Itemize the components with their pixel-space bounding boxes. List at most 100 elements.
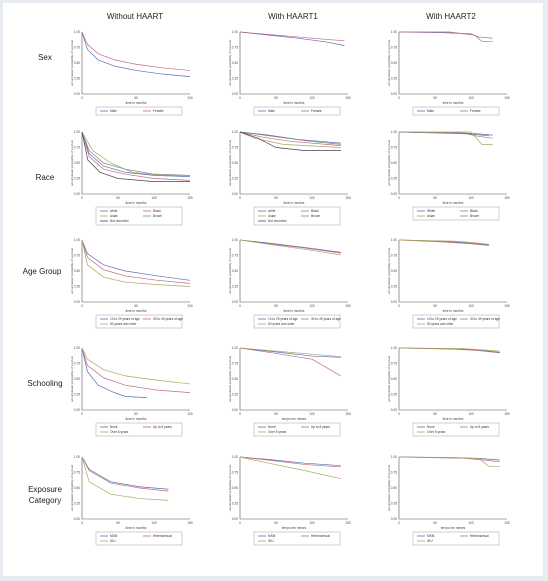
row-label-age-group: Age Group <box>22 267 62 276</box>
legend <box>412 531 500 546</box>
y-tick-label: 0.25 <box>391 77 397 81</box>
legend-entry: None <box>110 425 118 429</box>
survival-curve <box>239 131 341 151</box>
y-tick-label: 0.25 <box>391 393 397 397</box>
legend <box>412 206 500 221</box>
y-tick-label: 0.75 <box>391 362 397 366</box>
survival-curve <box>81 239 191 284</box>
x-tick-label: 0 <box>398 196 400 200</box>
y-tick-label: 0.50 <box>232 377 238 381</box>
y-tick-label: 1.00 <box>232 130 238 134</box>
axes <box>398 348 507 411</box>
legend <box>95 206 183 226</box>
x-tick-label: 100 <box>309 521 315 525</box>
survival-curve <box>398 347 500 352</box>
y-tick-label: 0.50 <box>232 161 238 165</box>
y-tick-label: 1.00 <box>74 238 80 242</box>
y-tick-label: 0.00 <box>391 517 397 521</box>
y-tick-label: 0.75 <box>232 46 238 50</box>
y-tick-label: 0.75 <box>74 471 80 475</box>
y-tick-label: 0.75 <box>391 146 397 150</box>
y-axis-label: accumulated probability of survival <box>228 140 232 186</box>
axes <box>398 32 507 95</box>
y-axis-label: accumulated probability of survival <box>70 465 74 511</box>
legend-entry: 50 years and older <box>268 322 295 326</box>
y-axis-label: accumulated probability of survival <box>70 356 74 402</box>
legend <box>95 106 183 116</box>
y-tick-label: 0.25 <box>74 177 80 181</box>
x-tick-label: 50 <box>116 521 120 525</box>
legend-entry: None <box>427 425 435 429</box>
legend-entry: Male <box>268 109 275 113</box>
y-tick-label: 0.25 <box>391 285 397 289</box>
x-axis-label: tempo em meses <box>282 526 307 530</box>
y-tick-label: 0.50 <box>391 61 397 65</box>
y-axis-label: accumulated probability of survival <box>387 465 391 511</box>
survival-curve <box>239 131 341 145</box>
x-tick-label: 0 <box>398 304 400 308</box>
x-tick-label: 100 <box>187 412 193 416</box>
y-tick-label: 0.00 <box>391 300 397 304</box>
y-tick-label: 0.50 <box>232 269 238 273</box>
legend-entry: Over 8 years <box>268 430 287 434</box>
y-tick-label: 0.00 <box>232 300 238 304</box>
row-label-race: Race <box>35 173 55 182</box>
y-tick-label: 0.25 <box>232 177 238 181</box>
survival-curve <box>81 456 169 490</box>
y-tick-label: 1.00 <box>391 346 397 350</box>
y-axis-label: accumulated probability of survival <box>228 248 232 294</box>
x-tick-label: 150 <box>187 521 193 525</box>
x-tick-label: 50 <box>433 96 437 100</box>
x-axis-label: tempo em meses <box>282 417 307 421</box>
x-tick-label: 150 <box>345 96 351 100</box>
x-axis-label: time in months <box>284 201 305 205</box>
legend-entry: MSM <box>427 534 435 538</box>
y-tick-label: 0.00 <box>391 408 397 412</box>
axes <box>239 240 348 303</box>
survival-curve <box>81 456 169 501</box>
y-tick-label: 0.00 <box>391 92 397 96</box>
x-axis-label: time in months <box>443 201 464 205</box>
y-tick-label: 0.25 <box>232 393 238 397</box>
row-label-exposure-category: Exposure Category <box>28 485 62 505</box>
y-tick-label: 0.75 <box>232 471 238 475</box>
x-tick-label: 0 <box>239 96 241 100</box>
axes <box>398 240 507 303</box>
survival-curve <box>81 131 190 176</box>
x-tick-label: 50 <box>433 521 437 525</box>
x-axis-label: time in months <box>126 101 147 105</box>
y-tick-label: 0.00 <box>74 192 80 196</box>
survival-curve <box>81 347 191 393</box>
x-tick-label: 50 <box>433 196 437 200</box>
axes <box>81 457 190 520</box>
x-axis-label: time in months <box>126 201 147 205</box>
axes <box>239 132 348 195</box>
y-tick-label: 0.00 <box>232 517 238 521</box>
y-tick-label: 0.50 <box>74 377 80 381</box>
survival-curve <box>81 31 191 77</box>
survival-curve <box>81 131 191 176</box>
y-tick-label: 0.75 <box>74 362 80 366</box>
legend-entry: Male <box>110 109 117 113</box>
km-plot-r4-c2: 0.00 0.25 0.50 0.75 1.00 accumulated probabil… <box>387 455 510 546</box>
y-tick-label: 0.00 <box>232 408 238 412</box>
axes <box>239 457 348 520</box>
column-header-with-haart2: With HAART2 <box>426 12 476 21</box>
km-plot-r1-c2: 0.00 0.25 0.50 0.75 1.00 accumulated probabil… <box>387 130 510 221</box>
legend-entry: Up to 8 years <box>311 425 330 429</box>
legend-entry: Up to 8 years <box>153 425 172 429</box>
y-axis-label: accumulated probability of survival <box>228 40 232 86</box>
y-tick-label: 0.50 <box>74 486 80 490</box>
survival-curve <box>81 347 147 398</box>
x-tick-label: 150 <box>504 521 510 525</box>
survival-curve <box>81 239 191 287</box>
y-axis-label: accumulated probability of survival <box>228 356 232 402</box>
y-tick-label: 0.25 <box>391 177 397 181</box>
x-tick-label: 50 <box>134 96 138 100</box>
axes <box>81 240 190 303</box>
legend <box>95 422 183 437</box>
axes <box>81 132 190 195</box>
legend-entry: 13 to 29 years of age <box>110 317 140 321</box>
survival-curve <box>239 131 341 148</box>
legend-entry: 13 to 29 years of age <box>427 317 457 321</box>
